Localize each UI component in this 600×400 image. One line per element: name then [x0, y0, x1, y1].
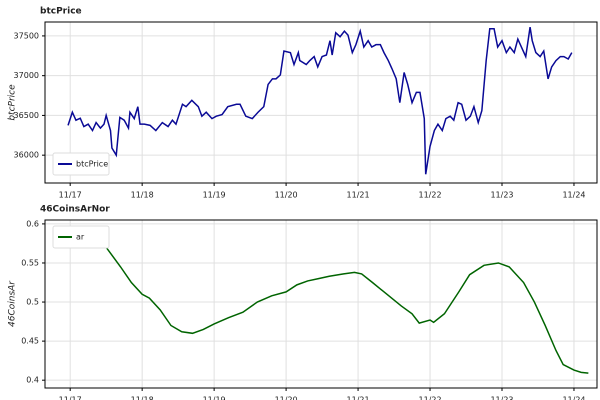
y-tick-label: 0.45 — [21, 337, 39, 346]
y-tick-label: 37500 — [14, 31, 39, 40]
chart-title: btcPrice — [40, 7, 82, 17]
legend-label: btcPrice — [76, 160, 108, 169]
series-line — [67, 27, 573, 175]
x-tick-label: 11/23 — [490, 396, 513, 400]
x-tick-label: 11/17 — [59, 191, 82, 200]
x-tick-label: 11/21 — [347, 396, 370, 400]
x-tick-label: 11/24 — [562, 191, 585, 200]
y-tick-label: 37000 — [14, 71, 39, 80]
x-tick-label: 11/18 — [131, 396, 154, 400]
x-tick-label: 11/17 — [59, 396, 82, 400]
plot-frame — [44, 21, 598, 184]
y-tick-label: 36500 — [14, 111, 39, 120]
x-tick-label: 11/19 — [203, 396, 226, 400]
x-tick-label: 11/22 — [419, 396, 442, 400]
x-tick-label: 11/19 — [203, 191, 226, 200]
legend-label: ar — [76, 233, 85, 242]
x-tick-label: 11/24 — [562, 396, 585, 400]
x-tick-label: 11/23 — [490, 191, 513, 200]
plot-frame — [44, 219, 598, 389]
legend-box — [52, 152, 110, 176]
y-axis-label: btcPrice — [8, 84, 18, 121]
x-tick-label: 11/21 — [347, 191, 370, 200]
legend-box — [52, 225, 110, 249]
y-tick-label: 0.4 — [26, 376, 39, 385]
y-tick-label: 0.6 — [26, 219, 39, 228]
x-tick-label: 11/20 — [275, 396, 298, 400]
y-tick-label: 0.55 — [21, 258, 39, 267]
y-tick-label: 36000 — [14, 151, 39, 160]
x-tick-label: 11/22 — [419, 191, 442, 200]
x-tick-label: 11/18 — [131, 191, 154, 200]
x-tick-label: 11/20 — [275, 191, 298, 200]
y-tick-label: 0.5 — [26, 298, 39, 307]
chart-title: 46CoinsArNor — [40, 205, 110, 215]
series-line — [91, 234, 589, 374]
y-axis-label: 46CoinsAr — [8, 280, 18, 327]
